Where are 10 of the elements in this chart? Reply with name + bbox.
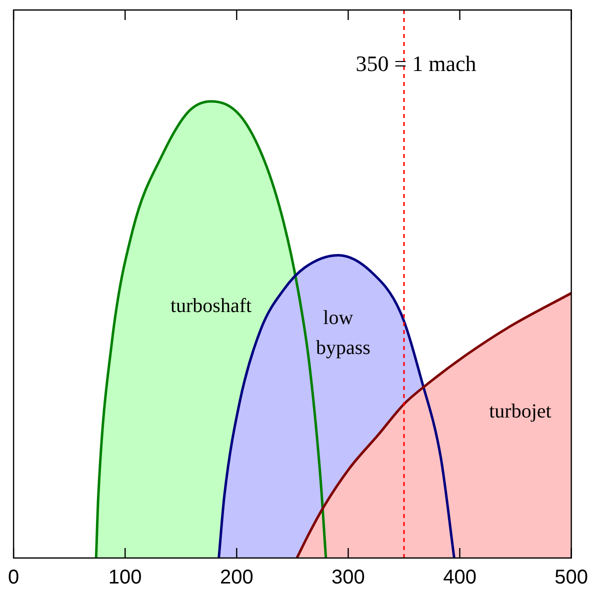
- series-label: turbojet: [489, 400, 552, 423]
- series-label: low bypass: [316, 307, 371, 360]
- x-tick-label: 300: [332, 566, 365, 589]
- x-tick-label: 400: [443, 566, 476, 589]
- x-tick-label: 0: [8, 566, 20, 589]
- x-tick-label: 100: [108, 566, 142, 589]
- series-label: turboshaft: [170, 295, 252, 318]
- x-tick-label: 500: [554, 566, 588, 589]
- ref-line-label: 350 = 1 mach: [356, 50, 476, 76]
- x-tick-label: 200: [220, 566, 254, 589]
